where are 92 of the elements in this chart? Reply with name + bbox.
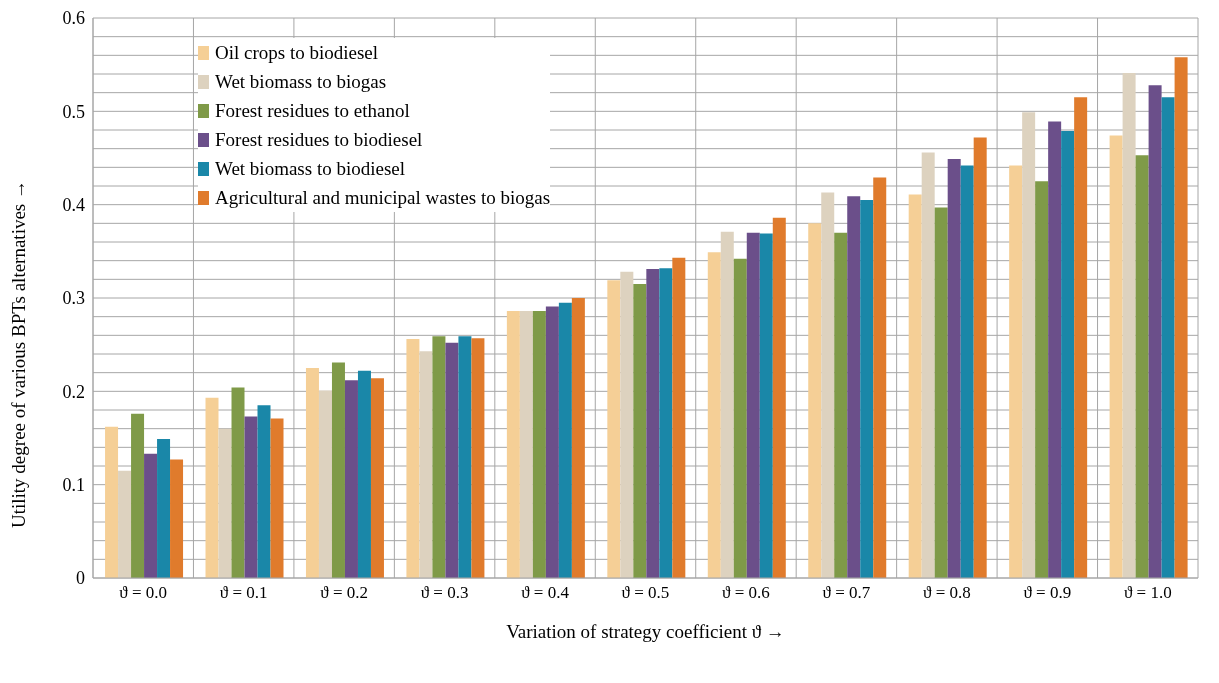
legend-label: Forest residues to ethanol bbox=[215, 99, 410, 122]
bar bbox=[646, 269, 660, 578]
bar bbox=[821, 192, 835, 578]
x-tick-label: ϑ = 0.3 bbox=[420, 583, 469, 603]
bar bbox=[1061, 130, 1075, 578]
bar bbox=[1009, 165, 1023, 578]
bar bbox=[1148, 85, 1162, 578]
x-tick-label: ϑ = 0.1 bbox=[219, 583, 268, 603]
bar bbox=[318, 390, 332, 578]
bar bbox=[257, 405, 271, 578]
bar bbox=[205, 397, 219, 578]
bar bbox=[1074, 97, 1088, 578]
bar bbox=[1022, 112, 1036, 578]
bar bbox=[118, 470, 132, 578]
bar bbox=[370, 378, 384, 578]
bar bbox=[607, 280, 621, 578]
x-tick-label: ϑ = 0.0 bbox=[119, 583, 168, 603]
bar bbox=[170, 459, 184, 578]
bar bbox=[1109, 135, 1123, 578]
legend-label: Oil crops to biodiesel bbox=[215, 41, 379, 64]
bar bbox=[733, 258, 747, 578]
bar bbox=[834, 232, 848, 578]
bar bbox=[960, 165, 974, 578]
bar bbox=[506, 311, 520, 578]
bar bbox=[331, 362, 345, 578]
bar bbox=[305, 368, 319, 578]
bar bbox=[620, 271, 634, 578]
bar bbox=[157, 438, 171, 578]
bar bbox=[545, 306, 559, 578]
bar bbox=[519, 311, 533, 578]
bar bbox=[218, 428, 232, 578]
y-tick-label: 0.4 bbox=[62, 195, 85, 216]
bar bbox=[270, 418, 284, 578]
bar bbox=[808, 223, 822, 578]
bar bbox=[458, 336, 472, 578]
bar bbox=[357, 370, 371, 578]
bar bbox=[1048, 121, 1062, 578]
bar bbox=[860, 200, 874, 578]
bar bbox=[1122, 73, 1136, 578]
x-tick-label: ϑ = 0.8 bbox=[922, 583, 971, 603]
bar bbox=[558, 302, 572, 578]
legend-label: Forest residues to biodiesel bbox=[215, 128, 423, 151]
bar bbox=[1174, 57, 1188, 578]
bar bbox=[934, 207, 948, 578]
bar bbox=[144, 453, 158, 578]
bar bbox=[419, 351, 433, 578]
x-axis-title: Variation of strategy coefficient ϑ → bbox=[506, 621, 785, 642]
bar bbox=[720, 231, 734, 578]
x-tick-label: ϑ = 0.5 bbox=[621, 583, 670, 603]
bar bbox=[244, 416, 258, 578]
x-tick-label: ϑ = 0.9 bbox=[1023, 583, 1072, 603]
bar bbox=[746, 232, 760, 578]
x-tick-label: ϑ = 0.4 bbox=[521, 583, 570, 603]
y-tick-label: 0.3 bbox=[62, 288, 85, 309]
y-axis-title: Utility degree of various BPTs alternatives → bbox=[7, 180, 29, 528]
bar bbox=[406, 339, 420, 578]
y-tick-label: 0.6 bbox=[62, 8, 85, 29]
x-tick-label: ϑ = 0.2 bbox=[320, 583, 369, 603]
x-tick-label: ϑ = 0.7 bbox=[822, 583, 871, 603]
bar bbox=[131, 413, 145, 578]
bar bbox=[445, 342, 459, 578]
y-tick-label: 0.2 bbox=[62, 381, 85, 402]
bar bbox=[344, 380, 358, 578]
bar bbox=[1035, 181, 1049, 578]
bar bbox=[973, 137, 987, 578]
bar bbox=[908, 194, 922, 578]
bar bbox=[432, 336, 446, 578]
bar bbox=[672, 257, 686, 578]
bar bbox=[571, 298, 585, 578]
bar bbox=[759, 233, 773, 578]
bar bbox=[1161, 97, 1175, 578]
bar bbox=[532, 311, 546, 578]
bar bbox=[659, 268, 673, 578]
bar bbox=[471, 338, 485, 578]
bar bbox=[707, 252, 721, 578]
bar bbox=[105, 426, 119, 578]
legend-label: Wet biomass to biogas bbox=[215, 70, 387, 93]
bar bbox=[947, 158, 961, 578]
y-tick-label: 0 bbox=[76, 568, 85, 589]
y-tick-label: 0.5 bbox=[62, 101, 85, 122]
bar bbox=[873, 177, 887, 578]
x-tick-label: ϑ = 0.6 bbox=[722, 583, 770, 603]
bar bbox=[633, 284, 647, 578]
legend-label: Agricultural and municipal wastes to biogas bbox=[215, 186, 551, 209]
bar bbox=[772, 217, 786, 578]
bar bbox=[847, 196, 861, 578]
bar bbox=[231, 387, 245, 578]
bar bbox=[1135, 155, 1149, 578]
x-tick-label: ϑ = 1.0 bbox=[1123, 583, 1172, 603]
bar bbox=[921, 152, 935, 578]
legend-label: Wet biomass to biodiesel bbox=[215, 157, 406, 180]
y-tick-label: 0.1 bbox=[62, 475, 85, 496]
